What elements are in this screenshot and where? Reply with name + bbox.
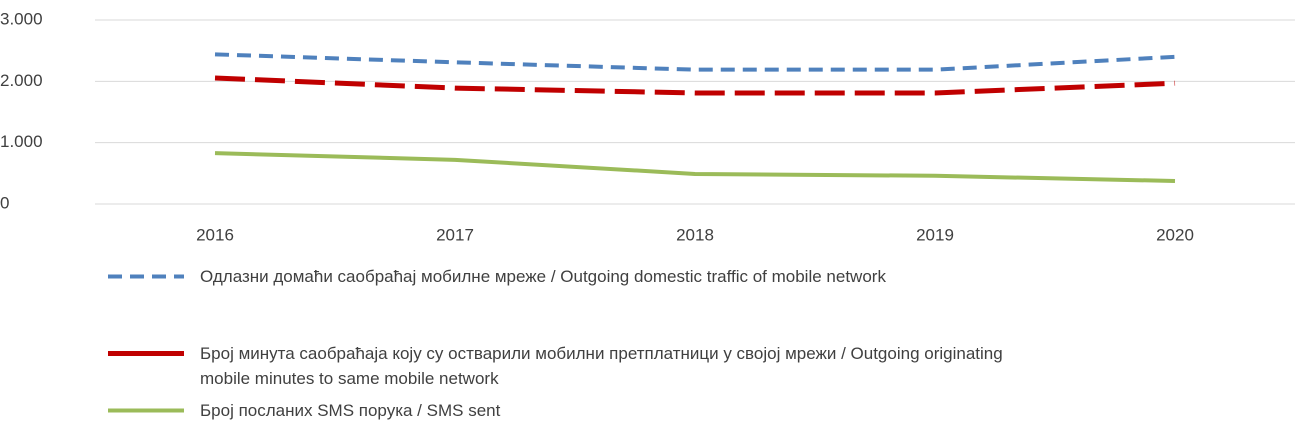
- legend-swatch: [108, 274, 184, 279]
- series-line: [214, 75, 1176, 96]
- x-tick-label: 2017: [436, 225, 474, 244]
- legend-swatch: [108, 408, 184, 413]
- legend-item: Број минута саобраћаја коју су остварили…: [108, 341, 1258, 391]
- legend-item: Одлазни домаћи саобраћај мобилне мреже /…: [108, 264, 1258, 289]
- x-tick-label: 2020: [1156, 225, 1194, 244]
- y-tick-label: 3.000: [0, 9, 43, 28]
- legend-label: Број минута саобраћаја коју су остварили…: [200, 344, 1003, 388]
- y-tick-label: 1.000: [0, 132, 43, 151]
- series-line: [214, 151, 1176, 183]
- y-tick-label: 0: [0, 193, 9, 212]
- x-tick-label: 2016: [196, 225, 234, 244]
- series-line: [214, 52, 1176, 72]
- legend-swatch: [108, 351, 184, 356]
- y-tick-label: 2.000: [0, 71, 43, 90]
- x-tick-label: 2018: [676, 225, 714, 244]
- legend-label: Број посланих SMS порука / SMS sent: [200, 401, 501, 420]
- legend-item: Број посланих SMS порука / SMS sent: [108, 398, 1258, 423]
- x-tick-label: 2019: [916, 225, 954, 244]
- chart: 0 1.000 2.000 3.000 2016 2017 2018 2019 2020: [0, 9, 1295, 244]
- legend-label: Одлазни домаћи саобраћај мобилне мреже /…: [200, 267, 886, 286]
